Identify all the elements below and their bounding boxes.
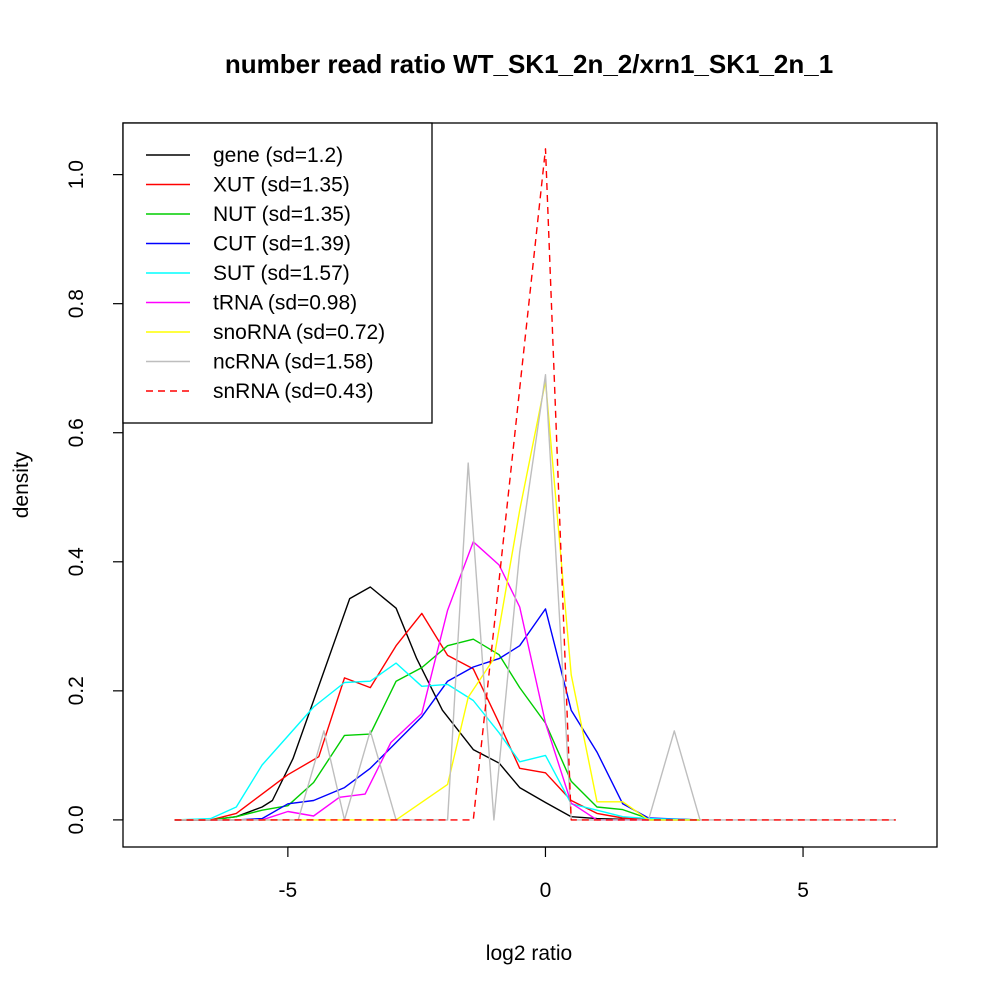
- legend-label: CUT (sd=1.39): [213, 233, 351, 256]
- series-line-7: [174, 380, 700, 821]
- legend-item: gene (sd=1.2): [146, 144, 343, 167]
- legend-item: ncRNA (sd=1.58): [146, 351, 374, 374]
- y-tick-label: 0.8: [65, 289, 88, 318]
- series-lines: [174, 148, 896, 821]
- legend-label: ncRNA (sd=1.58): [213, 351, 374, 374]
- y-tick-label: 0.2: [65, 676, 88, 705]
- legend-item: XUT (sd=1.35): [146, 174, 350, 197]
- legend-label: XUT (sd=1.35): [213, 174, 350, 197]
- y-tick-label: 1.0: [65, 160, 88, 189]
- legend-item: NUT (sd=1.35): [146, 203, 351, 226]
- series-line-3: [174, 638, 701, 821]
- y-axis-label: density: [10, 451, 33, 518]
- legend: gene (sd=1.2) XUT (sd=1.35) NUT (sd=1.35) C…: [122, 122, 433, 424]
- x-axis: -5 0 5: [279, 846, 809, 902]
- x-tick-label: 5: [797, 879, 809, 902]
- chart-title: number read ratio WT_SK1_2n_2/xrn1_SK1_2…: [225, 49, 833, 79]
- legend-item: snRNA (sd=0.43): [146, 380, 374, 403]
- legend-item: CUT (sd=1.39): [146, 233, 351, 256]
- legend-label: SUT (sd=1.57): [213, 262, 350, 285]
- y-tick-label: 0.6: [65, 418, 88, 447]
- legend-item: snoRNA (sd=0.72): [146, 321, 385, 344]
- series-line-8: [174, 374, 896, 821]
- series-line-4: [174, 608, 701, 821]
- series-line-9: [174, 148, 896, 821]
- legend-item: tRNA (sd=0.98): [146, 292, 357, 315]
- series-line-6: [174, 541, 649, 821]
- series-line-1: [174, 586, 700, 821]
- y-tick-label: 0.0: [65, 805, 88, 834]
- legend-label: snRNA (sd=0.43): [213, 380, 374, 403]
- y-tick-label: 0.4: [65, 547, 88, 577]
- legend-label: NUT (sd=1.35): [213, 203, 351, 226]
- legend-label: snoRNA (sd=0.72): [213, 321, 385, 344]
- series-line-5: [174, 662, 701, 821]
- legend-label: gene (sd=1.2): [213, 144, 343, 167]
- series-line-2: [174, 612, 701, 821]
- x-axis-label: log2 ratio: [486, 942, 572, 965]
- legend-item: SUT (sd=1.57): [146, 262, 350, 285]
- x-tick-label: -5: [279, 879, 298, 902]
- x-tick-label: 0: [540, 879, 552, 902]
- legend-label: tRNA (sd=0.98): [213, 292, 357, 315]
- y-axis: 0.0 0.2 0.4 0.6 0.8 1.0: [65, 160, 124, 834]
